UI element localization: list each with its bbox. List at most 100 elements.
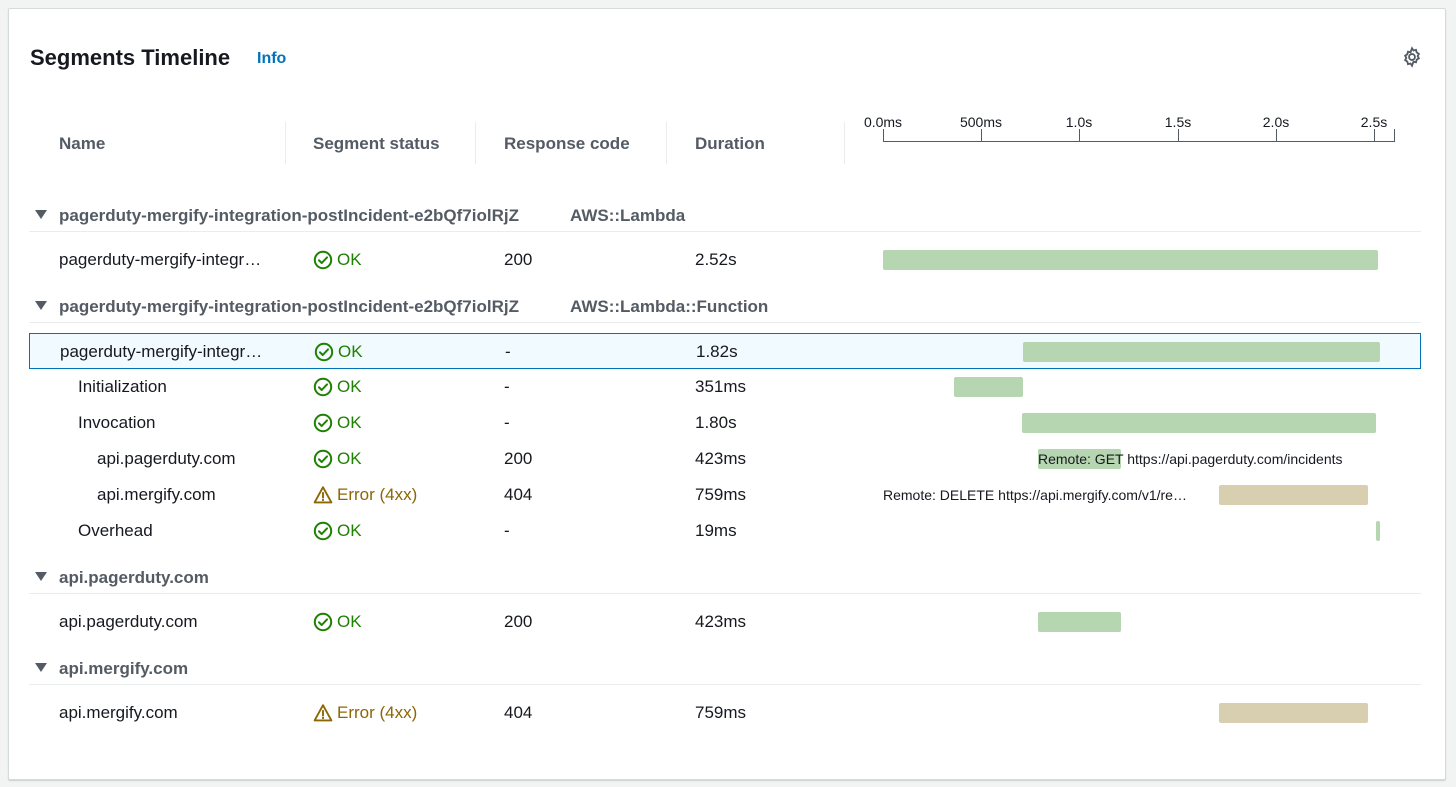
axis-tick <box>1079 129 1080 141</box>
segment-name: Invocation <box>78 413 156 432</box>
segment-duration: 351ms <box>695 377 747 396</box>
segment-name: api.pagerduty.com <box>97 449 236 468</box>
segment-row[interactable]: Invocation OK - 1.80s <box>29 405 1421 441</box>
segment-row[interactable]: api.pagerduty.com OK 200 423ms <box>29 604 1421 640</box>
status-warning-icon <box>313 704 333 722</box>
segment-group-header: api.pagerduty.com <box>29 562 1421 594</box>
column-divider[interactable] <box>844 122 845 164</box>
segment-name: api.mergify.com <box>59 703 178 722</box>
segment-row[interactable]: pagerduty-mergify-integr… OK 200 2.52s <box>29 242 1421 278</box>
timeline-bar[interactable] <box>1219 703 1368 723</box>
segment-row[interactable]: api.mergify.com Error (4xx) 404 759ms Remote… <box>29 477 1421 513</box>
segment-status: OK <box>313 521 362 541</box>
response-code: 200 <box>504 250 533 269</box>
column-header-name[interactable]: Name <box>59 134 106 153</box>
segment-row[interactable]: api.pagerduty.com OK 200 423ms Remote: GET h… <box>29 441 1421 477</box>
response-code: - <box>504 377 510 396</box>
status-text: OK <box>337 521 362 540</box>
status-ok-icon <box>313 612 333 632</box>
timeline-bar[interactable] <box>1022 413 1376 433</box>
axis-tick-label: 2.0s <box>1262 114 1290 130</box>
segment-row[interactable]: pagerduty-mergify-integr… OK - 1.82s <box>29 333 1421 369</box>
axis-tick-label: 2.5s <box>1360 114 1388 130</box>
gear-icon[interactable] <box>1401 46 1423 68</box>
segment-name: api.pagerduty.com <box>59 612 198 631</box>
segment-status: OK <box>314 342 363 362</box>
axis-tick-label: 1.5s <box>1164 114 1192 130</box>
column-divider[interactable] <box>666 122 667 164</box>
timeline-bar[interactable] <box>954 377 1023 397</box>
column-divider[interactable] <box>285 122 286 164</box>
segment-status: OK <box>313 377 362 397</box>
group-name: api.mergify.com <box>59 659 189 678</box>
group-type: AWS::Lambda <box>570 206 686 225</box>
timeline-bar[interactable] <box>1023 342 1380 362</box>
segment-name: pagerduty-mergify-integr… <box>60 342 263 361</box>
segment-duration: 423ms <box>695 449 747 468</box>
status-ok-icon <box>314 342 334 362</box>
segment-status: OK <box>313 413 362 433</box>
timeline-bar[interactable] <box>1038 612 1121 632</box>
status-text: Error (4xx) <box>337 485 418 504</box>
status-ok-icon <box>313 413 333 433</box>
status-text: Error (4xx) <box>337 703 418 722</box>
segment-name: api.mergify.com <box>97 485 216 504</box>
response-code: 404 <box>504 485 533 504</box>
column-header-duration[interactable]: Duration <box>695 134 765 153</box>
caret-down-icon[interactable] <box>35 301 47 310</box>
info-link[interactable]: Info <box>257 50 287 67</box>
axis-tick <box>883 129 884 141</box>
status-warning-icon <box>313 486 333 504</box>
status-text: OK <box>337 413 362 432</box>
axis-tick <box>1394 129 1395 141</box>
timeline-bar[interactable] <box>1038 449 1121 469</box>
axis-tick-label: 500ms <box>959 114 1003 130</box>
status-text: OK <box>337 377 362 396</box>
segment-status: OK <box>313 612 362 632</box>
segment-duration: 1.80s <box>695 413 737 432</box>
segment-status: Error (4xx) <box>313 703 417 723</box>
segment-duration: 1.82s <box>696 342 738 361</box>
status-ok-icon <box>313 521 333 541</box>
segment-row[interactable]: api.mergify.com Error (4xx) 404 759ms <box>29 695 1421 731</box>
segment-name: pagerduty-mergify-integr… <box>59 250 262 269</box>
segment-duration: 759ms <box>695 703 747 722</box>
timeline-bar[interactable] <box>1376 521 1380 541</box>
status-text: OK <box>338 342 363 361</box>
segment-duration: 423ms <box>695 612 747 631</box>
column-header-status[interactable]: Segment status <box>313 134 440 153</box>
axis-tick-label: 1.0s <box>1065 114 1093 130</box>
caret-down-icon[interactable] <box>35 572 47 581</box>
column-divider[interactable] <box>475 122 476 164</box>
response-code: - <box>504 521 510 540</box>
group-type: AWS::Lambda::Function <box>570 297 769 316</box>
group-name: api.pagerduty.com <box>59 568 209 587</box>
axis-tick <box>1178 129 1179 141</box>
response-code: 200 <box>504 612 533 631</box>
segment-status: OK <box>313 250 362 270</box>
caret-down-icon[interactable] <box>35 210 47 219</box>
segment-status: Error (4xx) <box>313 485 417 505</box>
segment-group-header: pagerduty-mergify-integration-postIncide… <box>29 291 1421 323</box>
column-header-response-code[interactable]: Response code <box>504 134 630 153</box>
timeline-bar[interactable] <box>883 250 1378 270</box>
response-code: - <box>504 413 510 432</box>
segment-status: OK <box>313 449 362 469</box>
timeline-bar[interactable] <box>1219 485 1368 505</box>
axis-line <box>883 141 1395 142</box>
segment-group-header: pagerduty-mergify-integration-postIncide… <box>29 200 1421 232</box>
axis-tick-label: 0.0ms <box>863 114 903 130</box>
response-code: 200 <box>504 449 533 468</box>
segment-duration: 19ms <box>695 521 737 540</box>
segment-row[interactable]: Overhead OK - 19ms <box>29 513 1421 549</box>
response-code: - <box>505 342 511 361</box>
segment-row[interactable]: Initialization OK - 351ms <box>29 369 1421 405</box>
group-name: pagerduty-mergify-integration-postIncide… <box>59 297 519 316</box>
status-text: OK <box>337 449 362 468</box>
segment-group-header: api.mergify.com <box>29 653 1421 685</box>
panel-title: Segments Timeline <box>30 45 231 70</box>
status-text: OK <box>337 250 362 269</box>
status-ok-icon <box>313 250 333 270</box>
caret-down-icon[interactable] <box>35 663 47 672</box>
segments-timeline-panel: Segments Timeline Info Name Segment stat… <box>8 8 1446 780</box>
